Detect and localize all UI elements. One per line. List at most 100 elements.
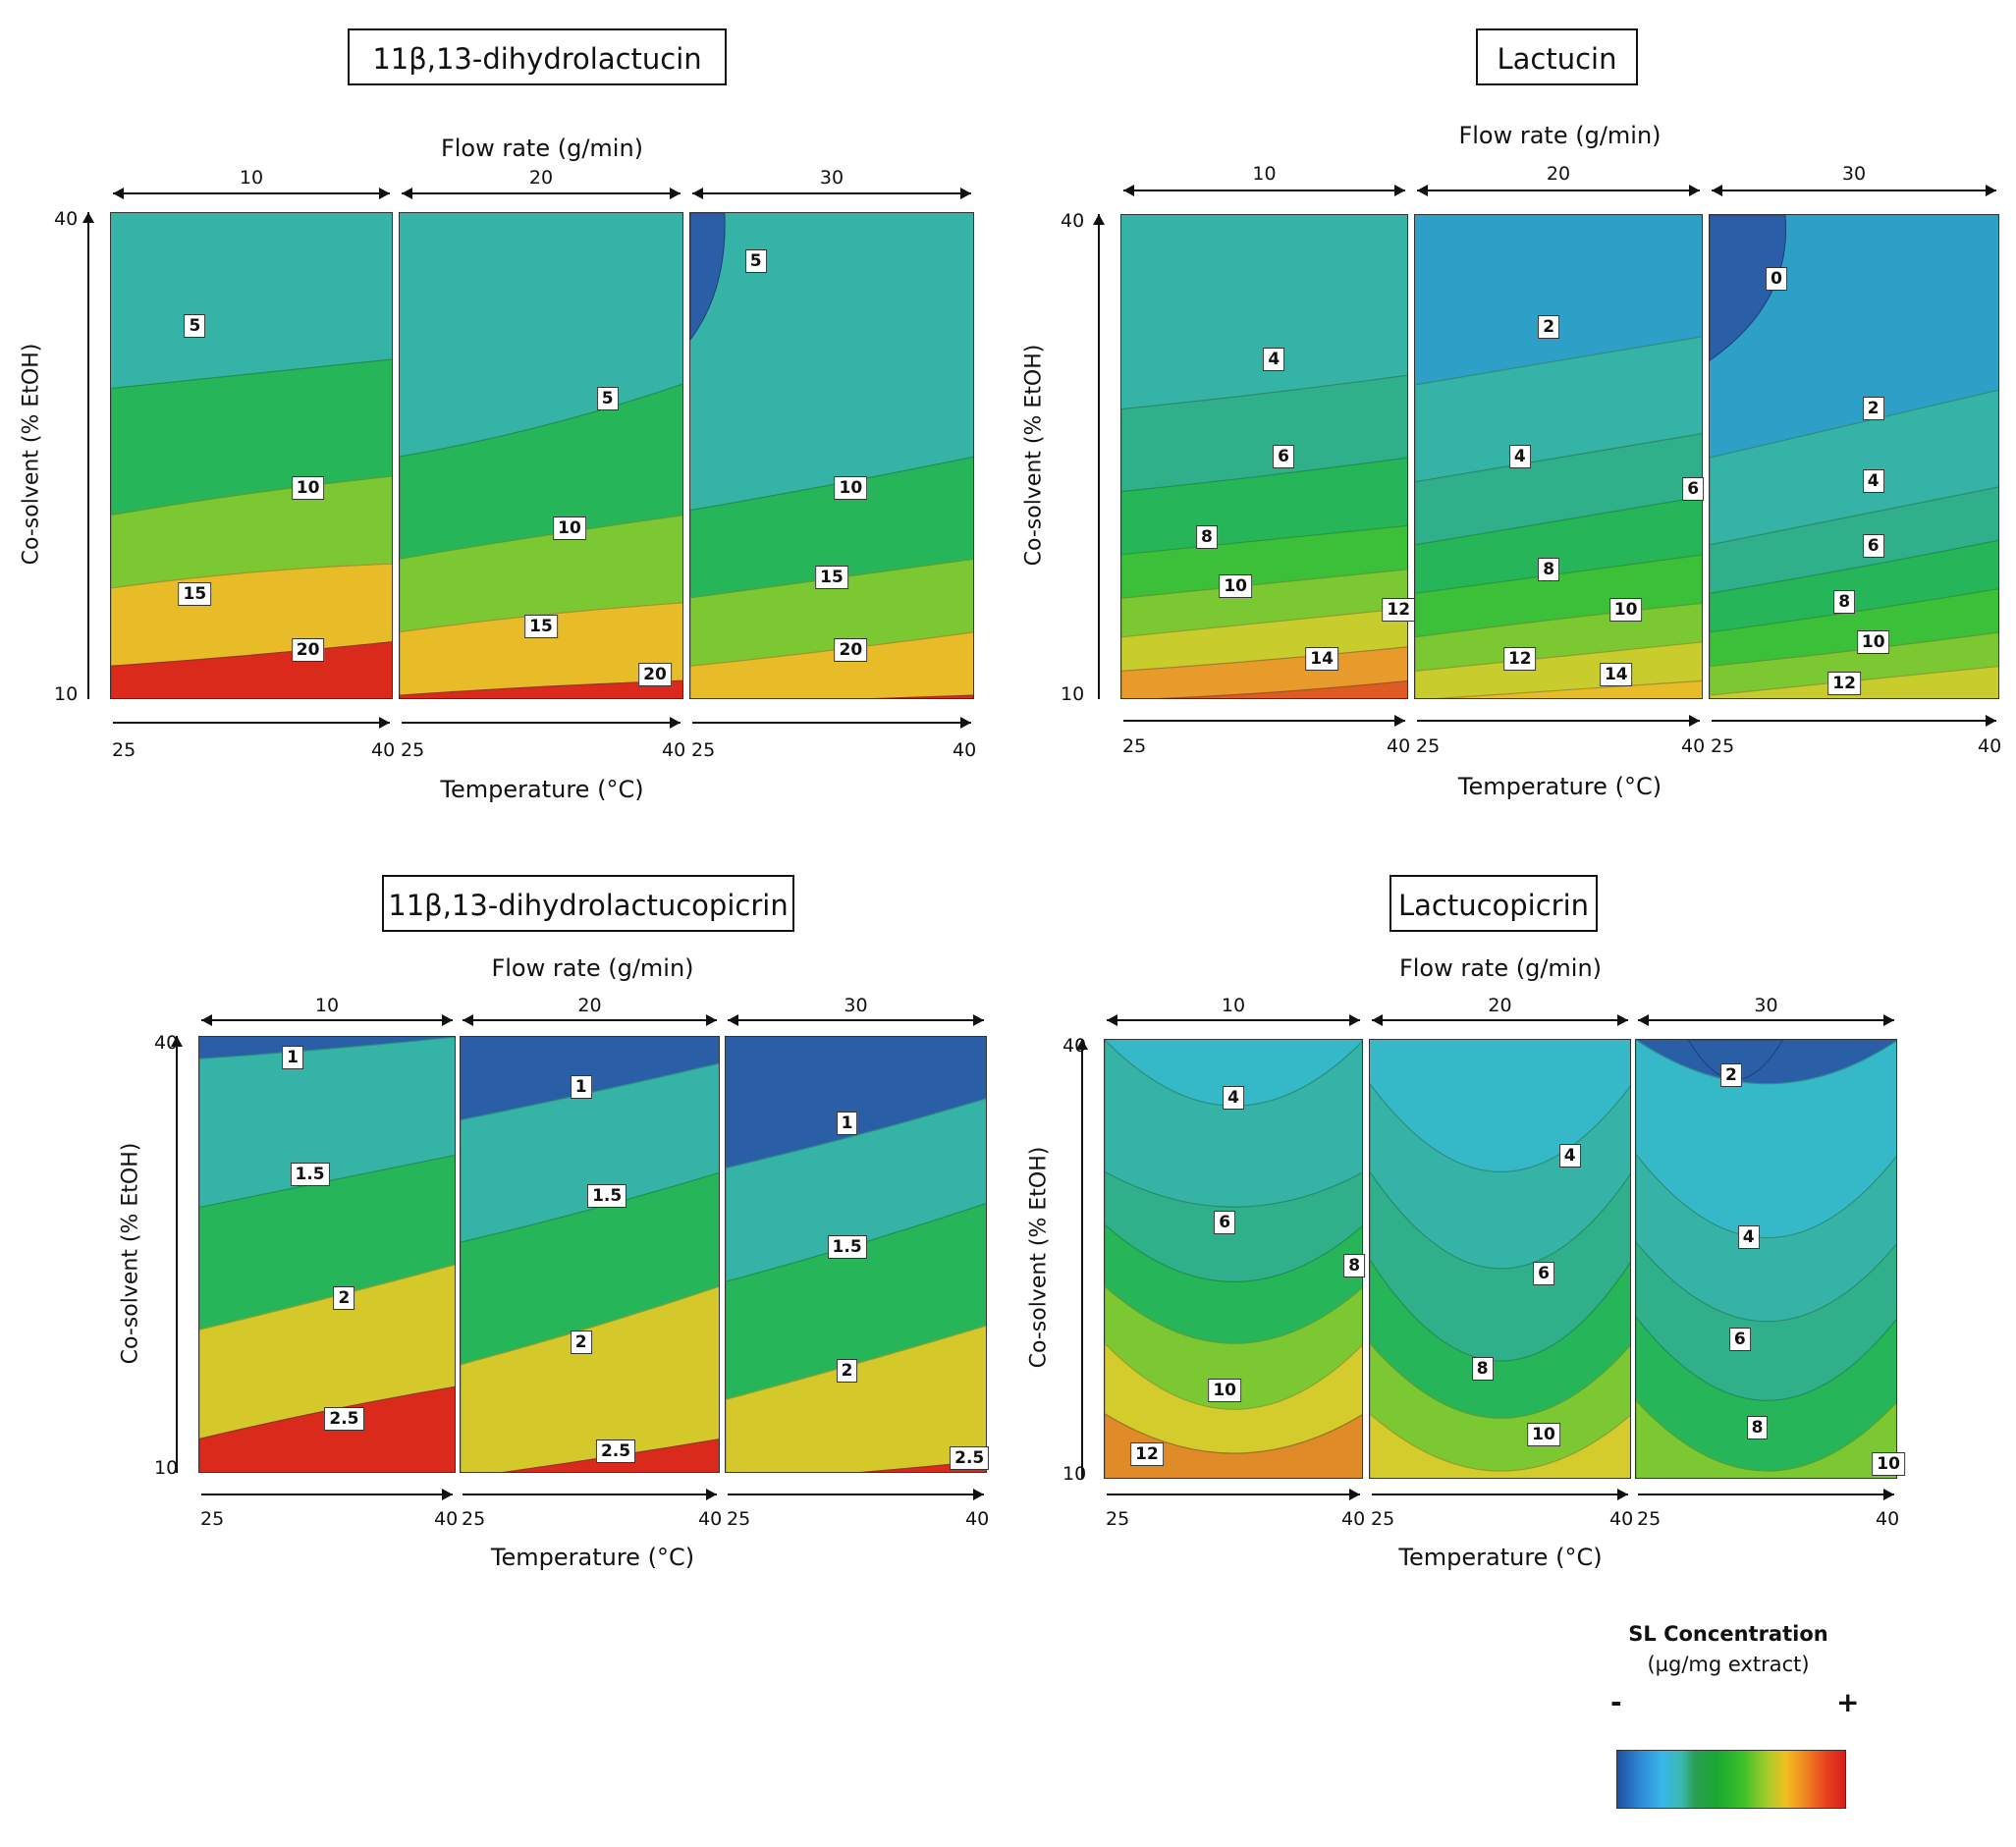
arrow-head <box>1689 715 1700 727</box>
contour-label: 20 <box>291 638 325 663</box>
co-solvent-axis-title: Co-solvent (% EtOH) <box>1026 1146 1052 1369</box>
contour-label: 14 <box>1305 646 1338 671</box>
contour-label: 12 <box>1827 671 1861 695</box>
arrow-head <box>1123 185 1134 196</box>
arrow-head <box>1986 715 1996 727</box>
flow-rate-axis-title: Flow rate (g/min) <box>1458 122 1662 149</box>
legend-subtitle: (µg/mg extract) <box>1647 1653 1810 1676</box>
contour-label: 6 <box>1533 1261 1554 1285</box>
contour-band <box>872 694 973 698</box>
arrow-head <box>379 717 390 729</box>
contour-label: 6 <box>1728 1328 1751 1352</box>
arrow-head <box>973 1489 984 1500</box>
temperature-tick-min: 25 <box>401 739 425 761</box>
contour-label: 10 <box>1856 630 1890 655</box>
arrow-head <box>706 1489 717 1500</box>
arrow-head <box>670 717 681 729</box>
contour-facet-4-1 <box>1104 1039 1363 1479</box>
contour-facet-1-2 <box>399 212 683 699</box>
contour-label: 5 <box>184 313 206 338</box>
contour-label: 1 <box>282 1046 303 1070</box>
flow-rate-axis-title: Flow rate (g/min) <box>491 954 694 982</box>
contour-label: 2 <box>1719 1063 1742 1088</box>
arrow-head <box>379 188 390 199</box>
arrow-head <box>1883 1489 1894 1500</box>
arrow-head <box>960 717 971 729</box>
contour-band <box>1370 1342 1630 1478</box>
flow-rate-tick-label: 30 <box>1841 163 1867 185</box>
contour-label: 1 <box>570 1074 592 1099</box>
arrow-head <box>692 188 703 199</box>
flow-rate-tick-label: 30 <box>844 995 868 1016</box>
contour-label: 4 <box>1558 1144 1581 1168</box>
contour-label: 15 <box>524 614 558 638</box>
arrow-head <box>1417 185 1428 196</box>
contour-label: 2 <box>333 1286 355 1310</box>
contour-band <box>400 602 682 698</box>
temperature-axis-title: Temperature (°C) <box>440 776 644 803</box>
contour-facet-3-1 <box>198 1036 456 1473</box>
contour-band <box>1435 679 1702 698</box>
contour-label: 8 <box>1538 558 1560 582</box>
temperature-tick-min: 25 <box>462 1508 486 1530</box>
contour-label: 2 <box>1862 396 1884 420</box>
y-tick-min: 10 <box>1061 683 1085 705</box>
contour-label: 10 <box>1872 1452 1905 1477</box>
temperature-tick-min: 25 <box>727 1508 751 1530</box>
flow-rate-tick-label: 20 <box>1488 995 1512 1016</box>
arrow-head <box>960 188 971 199</box>
contour-band <box>1636 1399 1896 1478</box>
contour-label: 10 <box>553 516 586 541</box>
contour-label: 1 <box>836 1112 858 1135</box>
arrow-head <box>113 188 124 199</box>
contour-label: 2 <box>1538 315 1560 340</box>
contour-label: 4 <box>1263 348 1285 372</box>
contour-label: 15 <box>815 566 848 589</box>
contour-facet-2-3 <box>1709 214 1999 699</box>
contour-facet-1-1 <box>110 212 393 699</box>
y-tick-min: 10 <box>154 1457 179 1479</box>
legend-plus-sign: + <box>1836 1686 1860 1718</box>
chart-title: Lactucin <box>1476 28 1638 85</box>
chart-title: 11β,13-dihydrolactucin <box>348 28 727 85</box>
arrow-head <box>1394 715 1405 727</box>
arrow-head <box>442 1489 453 1500</box>
flow-rate-tick-label: 10 <box>1252 163 1277 185</box>
contour-facet-2-2 <box>1414 214 1703 699</box>
contour-label: 2.5 <box>950 1446 990 1471</box>
contour-label: 10 <box>1208 1379 1242 1403</box>
temperature-axis-title: Temperature (°C) <box>490 1544 695 1571</box>
contour-label: 5 <box>596 387 619 411</box>
contour-band <box>1157 679 1407 698</box>
flow-rate-axis-title: Flow rate (g/min) <box>440 135 644 162</box>
contour-band <box>1636 1316 1896 1478</box>
y-tick-max: 40 <box>1062 1035 1087 1057</box>
contour-label: 6 <box>1273 445 1294 468</box>
contour-band <box>1710 215 1787 361</box>
temperature-tick-max: 40 <box>953 739 977 761</box>
temperature-tick-max: 40 <box>698 1508 723 1530</box>
arrow-head <box>1349 1489 1360 1500</box>
contour-facet-2-1 <box>1120 214 1408 699</box>
y-tick-min: 10 <box>1062 1463 1087 1485</box>
temperature-tick-min: 25 <box>1371 1508 1395 1530</box>
temperature-axis-title: Temperature (°C) <box>1398 1544 1603 1571</box>
flow-rate-tick-label: 10 <box>1221 995 1246 1016</box>
contour-label: 10 <box>834 476 868 501</box>
flow-rate-tick-label: 20 <box>577 995 602 1016</box>
temperature-tick-min: 25 <box>1416 735 1441 757</box>
contour-label: 2 <box>570 1330 592 1354</box>
y-tick-min: 10 <box>54 683 79 705</box>
contour-label: 6 <box>1862 533 1884 558</box>
contour-facet-4-2 <box>1369 1039 1631 1479</box>
contour-label: 8 <box>1343 1254 1366 1278</box>
temperature-tick-min: 25 <box>200 1508 225 1530</box>
temperature-tick-max: 40 <box>1387 735 1411 757</box>
contour-label: 8 <box>1833 590 1856 615</box>
legend-color-bar <box>1616 1750 1846 1809</box>
contour-label: 12 <box>1502 646 1537 671</box>
contour-label: 12 <box>1130 1441 1164 1466</box>
contour-label: 6 <box>1682 476 1705 501</box>
contour-facet-1-3 <box>689 212 974 699</box>
